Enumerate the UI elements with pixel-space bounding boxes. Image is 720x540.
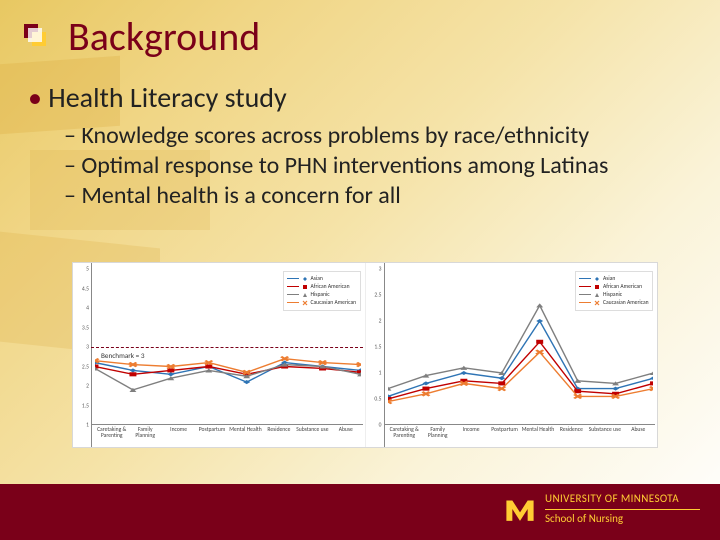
category-label: Caretaking & Parenting xyxy=(388,427,421,445)
legend-item: African American xyxy=(287,283,357,290)
footer-right: UNIVERSITY OF MINNESOTA School of Nursin… xyxy=(503,492,700,526)
categories-left: Caretaking & ParentingFamily PlanningInc… xyxy=(95,427,363,445)
category-label: Family Planning xyxy=(128,427,161,445)
footer-divider xyxy=(545,509,700,510)
ticks-y-right: 00.511.522.53 xyxy=(368,269,382,425)
slide-title: Background xyxy=(68,12,260,61)
legend-item: Asian xyxy=(287,275,357,282)
legend-label: Caucasian American xyxy=(311,299,357,306)
legend-item: Caucasian American xyxy=(579,299,649,306)
category-label: Mental Health xyxy=(521,427,554,445)
chart-right: 00.511.522.53 Caretaking & ParentingFami… xyxy=(366,263,658,447)
category-label: Abuse xyxy=(622,427,655,445)
axis-y xyxy=(91,263,92,447)
footer-org-line2: School of Nursing xyxy=(545,513,700,526)
bullet-lvl1: Health Literacy study xyxy=(28,80,696,115)
legend-label: Asian xyxy=(311,275,323,282)
category-label: Abuse xyxy=(329,427,362,445)
category-label: Residence xyxy=(555,427,588,445)
chart-left: 11.522.533.544.55 Benchmark = 3 Caretaki… xyxy=(73,263,366,447)
umn-goldy-icon xyxy=(18,18,56,56)
axis-y xyxy=(384,263,385,447)
legend-right: Asian African American Hispanic Caucasia… xyxy=(575,271,653,311)
legend-label: Caucasian American xyxy=(603,299,649,306)
legend-label: Hispanic xyxy=(311,291,330,298)
ticks-y-left: 11.522.533.544.55 xyxy=(75,269,89,425)
legend-item: Hispanic xyxy=(579,291,649,298)
category-label: Substance use xyxy=(296,427,329,445)
legend-item: Asian xyxy=(579,275,649,282)
legend-label: African American xyxy=(311,283,350,290)
category-label: Residence xyxy=(262,427,295,445)
category-label: Postpartum xyxy=(488,427,521,445)
legend-label: Asian xyxy=(603,275,615,282)
legend-left: Asian African American Hispanic Caucasia… xyxy=(283,271,361,311)
category-label: Postpartum xyxy=(195,427,228,445)
category-label: Substance use xyxy=(588,427,621,445)
legend-item: Hispanic xyxy=(287,291,357,298)
bullet-lvl2-2: Mental health is a concern for all xyxy=(64,181,696,211)
category-label: Mental Health xyxy=(229,427,262,445)
legend-item: African American xyxy=(579,283,649,290)
category-label: Caretaking & Parenting xyxy=(95,427,128,445)
charts-container: 11.522.533.544.55 Benchmark = 3 Caretaki… xyxy=(72,262,658,448)
header: Background xyxy=(18,12,702,61)
categories-right: Caretaking & ParentingFamily PlanningInc… xyxy=(388,427,656,445)
content: Health Literacy study Knowledge scores a… xyxy=(28,80,696,211)
bullet-lvl2-0: Knowledge scores across problems by race… xyxy=(64,121,696,151)
footer-org-line1: UNIVERSITY OF MINNESOTA xyxy=(545,493,700,506)
bullet-lvl2-1: Optimal response to PHN interventions am… xyxy=(64,151,696,181)
legend-item: Caucasian American xyxy=(287,299,357,306)
footer-bar: UNIVERSITY OF MINNESOTA School of Nursin… xyxy=(0,484,720,540)
umn-text: UNIVERSITY OF MINNESOTA School of Nursin… xyxy=(545,493,700,525)
category-label: Family Planning xyxy=(421,427,454,445)
legend-label: African American xyxy=(603,283,642,290)
slide-root: Background Health Literacy study Knowled… xyxy=(0,0,720,540)
umn-block-m-icon xyxy=(503,492,537,526)
category-label: Income xyxy=(454,427,487,445)
category-label: Income xyxy=(162,427,195,445)
legend-label: Hispanic xyxy=(603,291,622,298)
